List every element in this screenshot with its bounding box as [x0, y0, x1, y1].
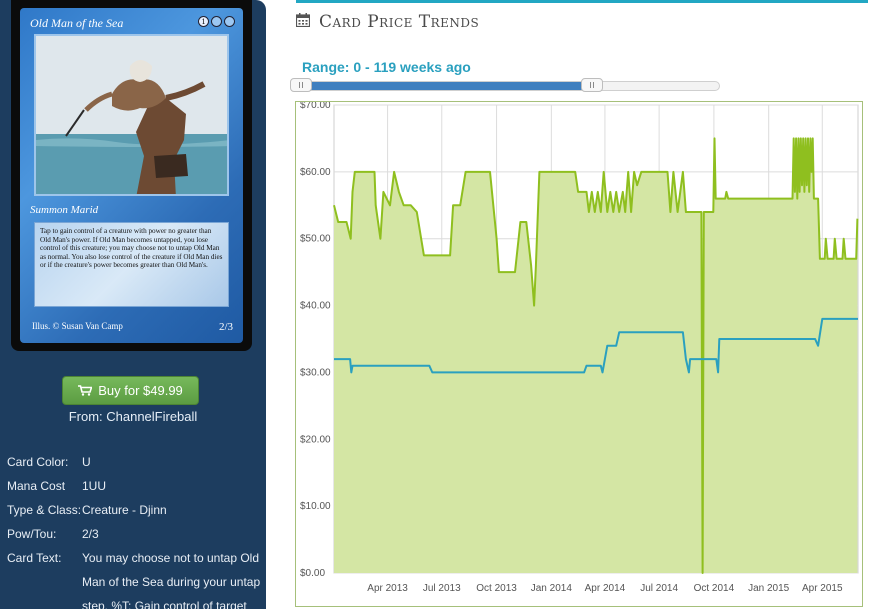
series-0-area	[334, 138, 858, 573]
y-tick-label: $50.00	[300, 234, 331, 245]
y-tick-label: $40.00	[300, 301, 331, 312]
attribute-value: 2/3	[82, 527, 99, 541]
attribute-value: Creature - Djinn	[82, 503, 167, 517]
seller-name: From: ChannelFireball	[68, 409, 198, 424]
attribute-value: 1UU	[82, 479, 107, 493]
x-tick-label: Jul 2013	[423, 583, 461, 594]
y-tick-label: $10.00	[300, 501, 331, 512]
attribute-label: Type & Class:	[7, 503, 82, 517]
y-tick-label: $70.00	[300, 102, 331, 111]
mana-symbol-generic: 1	[198, 16, 209, 27]
range-label: Range: 0 - 119 weeks ago	[302, 59, 471, 75]
mana-symbol-blue-icon	[224, 16, 235, 27]
card-frame: Old Man of the Sea 1	[20, 8, 243, 343]
x-tick-label: Apr 2015	[802, 583, 843, 594]
attribute-row: Mana Cost 1UU	[7, 474, 262, 498]
cart-icon	[78, 385, 93, 396]
card-attributes: Card Color: U Mana Cost 1UU Type & Class: Cre…	[7, 450, 262, 609]
card-details-panel: Old Man of the Sea 1	[0, 0, 266, 609]
x-tick-label: Jul 2014	[640, 583, 678, 594]
section-title: Card Price Trends	[319, 12, 480, 32]
card-artwork	[34, 34, 229, 196]
card-rules-text: Tap to gain control of a creature with p…	[34, 222, 229, 307]
attribute-value: U	[82, 455, 91, 469]
section-header: Card Price Trends	[295, 12, 480, 32]
x-tick-label: Jan 2014	[531, 583, 573, 594]
series-1-line	[334, 317, 858, 374]
price-trend-chart: $70.00 $60.00 $50.00 $40.00 $30.00 $20.00 $10.…	[295, 101, 863, 607]
attribute-row: Pow/Tou: 2/3	[7, 522, 262, 546]
attribute-label: Card Text:	[7, 551, 62, 565]
attribute-label: Pow/Tou:	[7, 527, 57, 541]
x-tick-label: Apr 2014	[585, 583, 626, 594]
range-slider-end-handle[interactable]	[581, 78, 603, 92]
attribute-label: Mana Cost	[7, 479, 66, 493]
y-tick-label: $60.00	[300, 167, 331, 178]
buy-button[interactable]: Buy for $49.99	[62, 376, 199, 405]
x-tick-label: Oct 2014	[694, 583, 735, 594]
card-illustrator: Illus. © Susan Van Camp	[32, 321, 123, 331]
price-chart-svg: $70.00 $60.00 $50.00 $40.00 $30.00 $20.00 $10.…	[300, 102, 859, 594]
card-power-toughness: 2/3	[218, 321, 233, 333]
range-slider-fill	[301, 82, 592, 90]
card-name: Old Man of the Sea	[30, 16, 124, 30]
y-tick-label: $30.00	[300, 367, 331, 378]
attribute-row: Type & Class: Creature - Djinn	[7, 498, 262, 522]
attribute-row: Card Color: U	[7, 450, 262, 474]
attribute-row: Card Text: You may choose not to untap Ol…	[7, 546, 262, 609]
x-tick-label: Apr 2013	[367, 583, 408, 594]
card-type-line: Summon Marid	[30, 204, 99, 216]
y-tick-label: $0.00	[300, 568, 325, 579]
attribute-value: You may choose not to untap Old Man of t…	[82, 551, 261, 609]
y-tick-label: $20.00	[300, 434, 331, 445]
card-mana-cost: 1	[198, 16, 235, 27]
old-man-artwork-icon	[36, 36, 227, 194]
attribute-label: Card Color:	[7, 455, 69, 469]
x-tick-label: Oct 2013	[476, 583, 517, 594]
x-tick-label: Jan 2015	[748, 583, 790, 594]
accent-bar	[296, 0, 868, 3]
buy-button-label: Buy for $49.99	[98, 383, 183, 398]
card-image: Old Man of the Sea 1	[11, 0, 252, 351]
calendar-icon	[295, 12, 311, 32]
range-slider[interactable]	[290, 78, 720, 92]
series-0-line	[333, 137, 859, 574]
range-slider-start-handle[interactable]	[290, 78, 312, 92]
mana-symbol-blue-icon	[211, 16, 222, 27]
